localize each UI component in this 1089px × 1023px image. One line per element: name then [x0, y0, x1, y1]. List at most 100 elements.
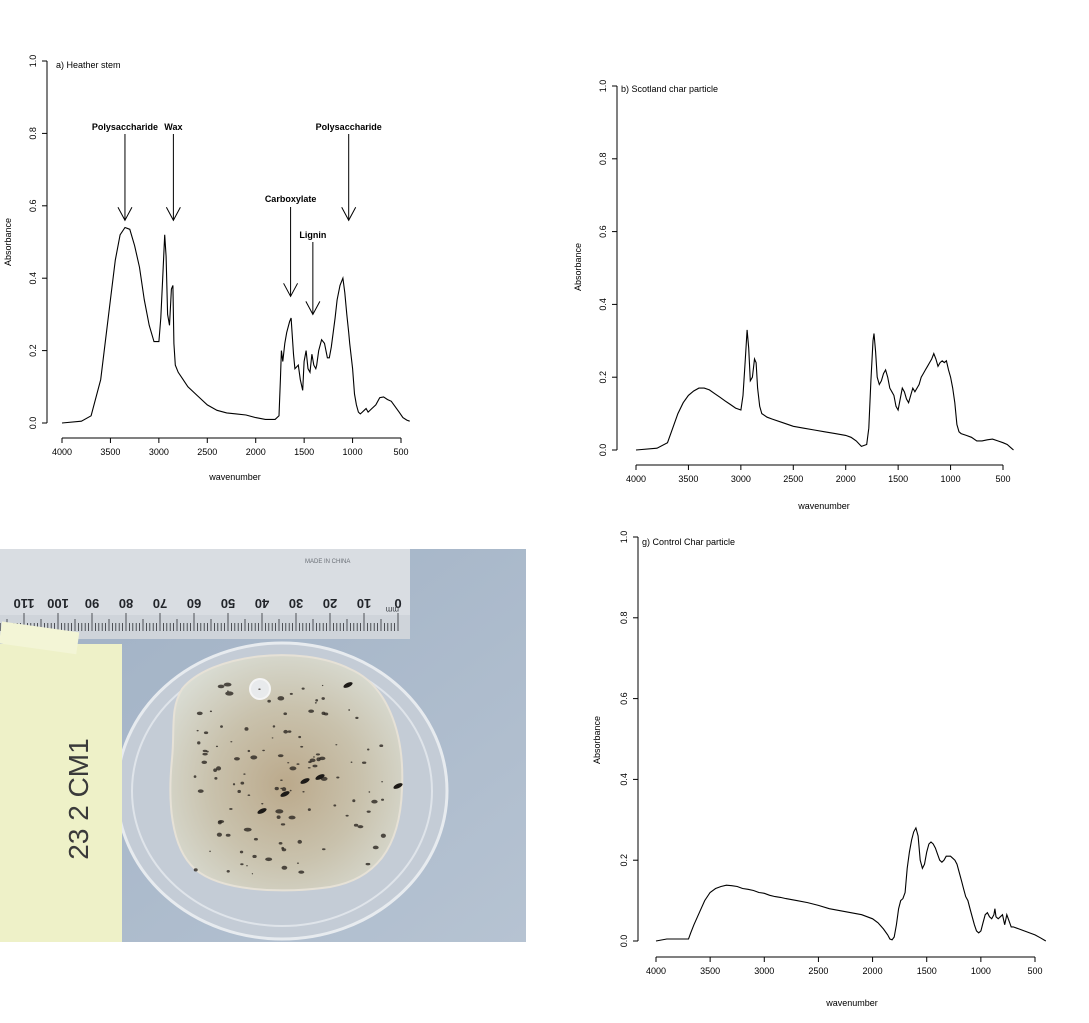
char-speck	[243, 773, 246, 775]
char-speck	[301, 687, 305, 690]
char-speck	[262, 749, 265, 752]
char-speck	[287, 762, 290, 764]
char-speck	[296, 862, 299, 864]
chart-a-y-tick-label: 0.6	[28, 200, 38, 213]
chart-g-y-tick-label: 0.4	[619, 773, 629, 786]
chart-b-x-tick-label: 500	[995, 474, 1010, 484]
char-speck	[216, 832, 222, 837]
ruler-label: 20	[323, 596, 337, 611]
chart-g-x-tick-label: 2500	[808, 966, 828, 976]
char-speck	[357, 825, 364, 829]
char-speck	[281, 846, 285, 850]
ruler-ticks	[0, 613, 399, 631]
char-speck	[300, 745, 304, 748]
char-speck	[321, 848, 326, 851]
char-speck	[213, 768, 218, 772]
char-speck	[379, 744, 384, 748]
chart-a-x-tick-label: 1000	[343, 447, 363, 457]
chart-a-x-tick-label: 500	[393, 447, 408, 457]
char-speck	[201, 760, 208, 765]
chart-g-x-tick-label: 500	[1027, 966, 1042, 976]
chart-b-y-tick-label: 0.4	[598, 298, 608, 311]
ruler-label: 100	[47, 596, 69, 611]
char-speck	[283, 729, 288, 734]
char-speck	[275, 809, 284, 814]
chart-b-ylabel: Absorbance	[573, 243, 583, 291]
char-speck	[247, 749, 251, 753]
char-speck	[297, 839, 302, 844]
char-speck	[321, 684, 324, 687]
chart-b-y-tick-label: 0.6	[598, 225, 608, 238]
char-speck	[209, 850, 211, 853]
annotation-wax: Wax	[164, 122, 182, 222]
char-speck	[240, 781, 245, 785]
char-speck	[252, 854, 257, 859]
char-speck	[274, 786, 279, 791]
chart-b-x-tick-label: 2500	[783, 474, 803, 484]
chart-b-series-line	[635, 329, 1014, 451]
chart-g-control-char: g) Control Char particle Absorbance wave…	[592, 531, 1047, 1008]
chart-b-x-tick-label: 1000	[941, 474, 961, 484]
char-speck	[365, 862, 371, 866]
chart-a-y-tick-label: 0.4	[28, 272, 38, 285]
char-speck	[226, 869, 230, 873]
chart-a-annotations: Polysaccharide Wax Carboxylate Lignin Polysa…	[92, 122, 382, 316]
ruler-label: 60	[187, 596, 201, 611]
char-speck	[372, 845, 379, 850]
char-speck	[289, 789, 292, 792]
char-speck	[308, 709, 315, 713]
char-speck	[216, 766, 222, 771]
ruler-label: 110	[14, 596, 35, 611]
char-speck	[315, 753, 321, 756]
chart-g-y-tick-label: 0.6	[619, 692, 629, 705]
char-speck	[380, 833, 386, 838]
char-speck	[289, 766, 297, 771]
ruler-label: 0	[394, 596, 401, 611]
char-speck	[220, 725, 223, 728]
char-speck	[289, 692, 293, 695]
char-speck	[197, 789, 204, 793]
chart-a-y-tick-label: 0.2	[28, 344, 38, 357]
char-speck	[321, 697, 325, 700]
char-speck	[287, 730, 292, 733]
ruler-label: 80	[119, 596, 133, 611]
char-speck	[335, 744, 338, 746]
chart-a-axes: 4000 3500 3000 2500 2000 1500 1000 500 0.0 0.2 0.4…	[28, 55, 409, 457]
annotation-label: Polysaccharide	[316, 122, 382, 132]
ruler-label: 70	[153, 596, 167, 611]
chart-a-series-line	[61, 226, 410, 424]
chart-g-series-line	[655, 826, 1047, 942]
chart-a-x-tick-label: 3000	[149, 447, 169, 457]
gel-sample	[169, 654, 404, 892]
photo-illustration: 110 100 90 80 70 60 50 40 30 20 10 0 MADE IN CHINA …	[0, 549, 526, 942]
char-speck	[307, 767, 311, 769]
char-speck	[209, 710, 213, 713]
char-speck	[223, 682, 232, 687]
char-speck	[288, 815, 296, 820]
ruler-label: 10	[357, 596, 371, 611]
chart-g-x-tick-label: 4000	[646, 966, 666, 976]
char-speck	[312, 764, 318, 768]
annotation-label: Lignin	[299, 230, 326, 240]
label-card-text: 23 2 CM1	[63, 738, 94, 859]
char-speck	[240, 863, 244, 866]
chart-a-x-tick-label: 4000	[52, 447, 72, 457]
chart-b-y-tick-label: 0.2	[598, 371, 608, 384]
char-speck	[251, 873, 254, 875]
chart-a-ylabel: Absorbance	[3, 218, 13, 266]
char-speck	[217, 684, 225, 689]
chart-b-axes: 4000 3500 3000 2500 2000 1500 1000 500 0.0 0.2 0.4…	[598, 80, 1011, 484]
chart-a-y-tick-label: 1.0	[28, 55, 38, 68]
chart-a-x-tick-label: 2000	[246, 447, 266, 457]
chart-g-x-tick-label: 1500	[917, 966, 937, 976]
char-speck	[366, 810, 371, 813]
char-speck	[267, 699, 271, 703]
ruler: 110 100 90 80 70 60 50 40 30 20 10 0 MADE IN CHINA …	[0, 549, 410, 639]
char-speck	[302, 790, 305, 793]
char-speck	[345, 814, 349, 817]
chart-a-x-tick-label: 1500	[294, 447, 314, 457]
chart-b-x-tick-label: 3000	[731, 474, 751, 484]
char-speck	[355, 716, 359, 720]
char-speck	[272, 725, 276, 728]
